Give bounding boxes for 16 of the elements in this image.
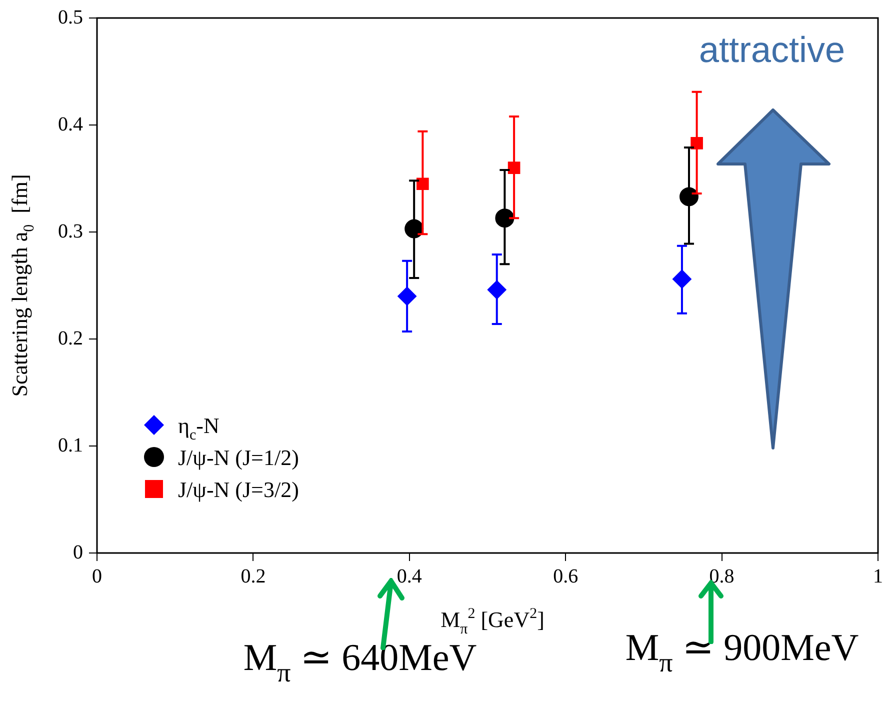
x-tick-label: 0.2: [240, 565, 266, 588]
y-tick-label: 0.1: [58, 434, 83, 456]
x-tick-label: 0: [92, 565, 102, 588]
y-tick-label: 0: [73, 541, 83, 564]
y-tick-label: 0.4: [58, 113, 83, 136]
x-tick-label: 1: [873, 565, 883, 588]
x-tick-label: 0.6: [553, 565, 578, 588]
x-tick-label: 0.4: [396, 565, 422, 588]
annotation: attractive: [698, 29, 846, 70]
y-tick-label: 0.5: [58, 6, 83, 28]
x-tick-label: 0.8: [709, 565, 734, 588]
y-tick-label: 0.3: [58, 220, 83, 242]
y-tick-label: 0.2: [58, 327, 83, 350]
legend-label: J/ψ-N (J=1/2): [178, 445, 299, 470]
legend-label: J/ψ-N (J=3/2): [178, 477, 299, 502]
y-axis-title: Scattering length a0 [fm]: [7, 174, 38, 397]
